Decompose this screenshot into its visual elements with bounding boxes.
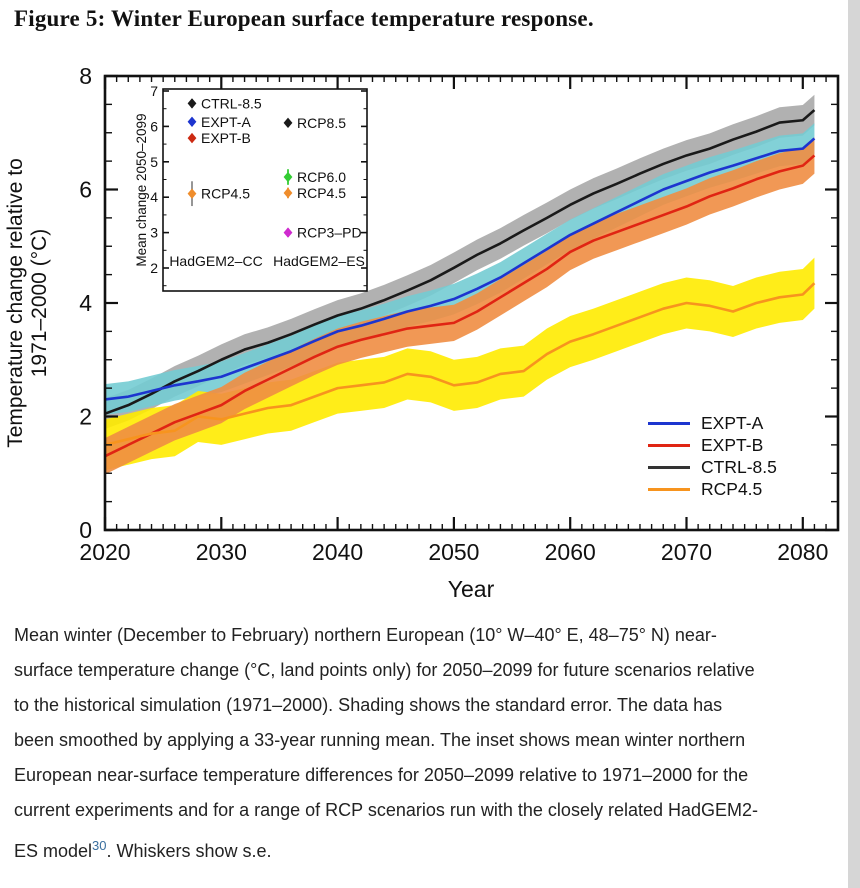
inset-marker-RCP8.5 <box>283 117 293 129</box>
legend-item-rcp4-5: RCP4.5 <box>648 478 777 500</box>
x-tick-label: 2030 <box>196 539 247 565</box>
legend-line-swatch <box>648 465 690 469</box>
series-line-EXPT-A <box>104 137 816 401</box>
inset-marker-RCP6.0 <box>283 171 293 183</box>
inset-marker-RCP3–PD <box>283 227 293 238</box>
inset-item-label: RCP8.5 <box>297 115 346 131</box>
reference-link-30[interactable]: 30 <box>92 838 107 853</box>
x-tick-label: 2040 <box>312 539 363 565</box>
inset-item-label: EXPT-A <box>201 114 251 130</box>
legend-item-expt-a: EXPT-A <box>648 412 777 434</box>
caption-line-last: ES model30. Whiskers show s.e. <box>14 828 850 869</box>
caption-line: European near-surface temperature differ… <box>14 765 749 785</box>
inset-marker-EXPT-A <box>187 116 197 127</box>
inset-item-label: RCP6.0 <box>297 169 346 185</box>
figure-title: Figure 5: Winter European surface temper… <box>14 6 594 31</box>
inset-marker-CTRL-8.5 <box>187 98 197 109</box>
legend-line-swatch <box>648 421 690 425</box>
legend-label: EXPT-B <box>701 434 764 455</box>
legend-item-ctrl-8-5: CTRL-8.5 <box>648 456 777 478</box>
y-tick-label: 4 <box>79 290 92 316</box>
y-axis-title: 1971–2000 (°C) <box>28 229 51 378</box>
caption-line: surface temperature change (°C, land poi… <box>14 660 755 680</box>
x-tick-label: 2050 <box>428 539 479 565</box>
inset-y-axis-title: Mean change 2050–2099 <box>134 113 149 266</box>
inset-tick-label: 6 <box>150 118 158 134</box>
inset-item-label: RCP4.5 <box>297 185 346 201</box>
inset-tick-label: 2 <box>150 260 158 276</box>
inset-marker-RCP4.5 <box>187 188 197 199</box>
inset-tick-label: 5 <box>150 154 158 170</box>
caption-text: . Whiskers show s.e. <box>106 841 272 861</box>
y-tick-label: 6 <box>79 177 92 203</box>
caption-line: current experiments and for a range of R… <box>14 800 759 820</box>
inset-tick-label: 7 <box>150 83 158 99</box>
band-EXPT-B <box>105 137 815 475</box>
temperature-chart: 2020 2030 2040 2050 2060 2070 2080 0 2 4 6 8 Year Tem… <box>4 63 840 602</box>
page-edge-scroll-track <box>848 0 860 888</box>
inset-marker-RCP4.5 <box>283 187 293 199</box>
band-RCP4.5 <box>105 257 815 471</box>
caption-line: to the historical simulation (1971–2000)… <box>14 695 723 715</box>
plot-frame <box>103 74 840 532</box>
legend-label: EXPT-A <box>701 412 764 433</box>
inset-tick-label: 4 <box>150 189 158 205</box>
caption-line: Mean winter (December to February) north… <box>14 625 717 645</box>
legend-line-swatch <box>648 487 690 491</box>
x-tick-label: 2020 <box>79 539 130 565</box>
legend-label: CTRL-8.5 <box>701 456 777 477</box>
y-axis-title: Temperature change relative to <box>4 158 27 448</box>
legend-label: RCP4.5 <box>701 478 763 499</box>
y-tick-label: 0 <box>79 517 92 543</box>
legend-line-swatch <box>648 443 690 447</box>
x-axis-title: Year <box>448 576 495 602</box>
inset-frame <box>162 88 368 292</box>
band-EXPT-A <box>105 123 815 415</box>
inset-item-label: EXPT-B <box>201 130 251 146</box>
caption-line: been smoothed by applying a 33-year runn… <box>14 730 746 750</box>
y-tick-label: 2 <box>79 404 92 430</box>
x-tick-label: 2060 <box>545 539 596 565</box>
inset-group-label: HadGEM2–CC <box>169 253 262 269</box>
legend-item-expt-b: EXPT-B <box>648 434 777 456</box>
inset-group-label: HadGEM2–ES <box>273 253 365 269</box>
inset-tick-label: 3 <box>150 225 158 241</box>
x-tick-label: 2080 <box>777 539 828 565</box>
series-line-CTRL-8.5 <box>104 109 816 415</box>
caption-text: ES model <box>14 841 93 861</box>
figure-caption: Mean winter (December to February) north… <box>14 618 850 869</box>
series-line-RCP4.5 <box>104 282 816 447</box>
y-tick-label: 8 <box>79 63 92 89</box>
inset-item-label: RCP4.5 <box>201 186 250 202</box>
inset-item-label: RCP3–PD <box>297 225 362 241</box>
chart-legend: EXPT-A EXPT-B CTRL-8.5 RCP4.5 <box>648 412 777 500</box>
inset-marker-EXPT-B <box>187 132 197 144</box>
series-line-EXPT-B <box>104 154 816 458</box>
inset-item-label: CTRL-8.5 <box>201 95 262 111</box>
x-tick-label: 2070 <box>661 539 712 565</box>
